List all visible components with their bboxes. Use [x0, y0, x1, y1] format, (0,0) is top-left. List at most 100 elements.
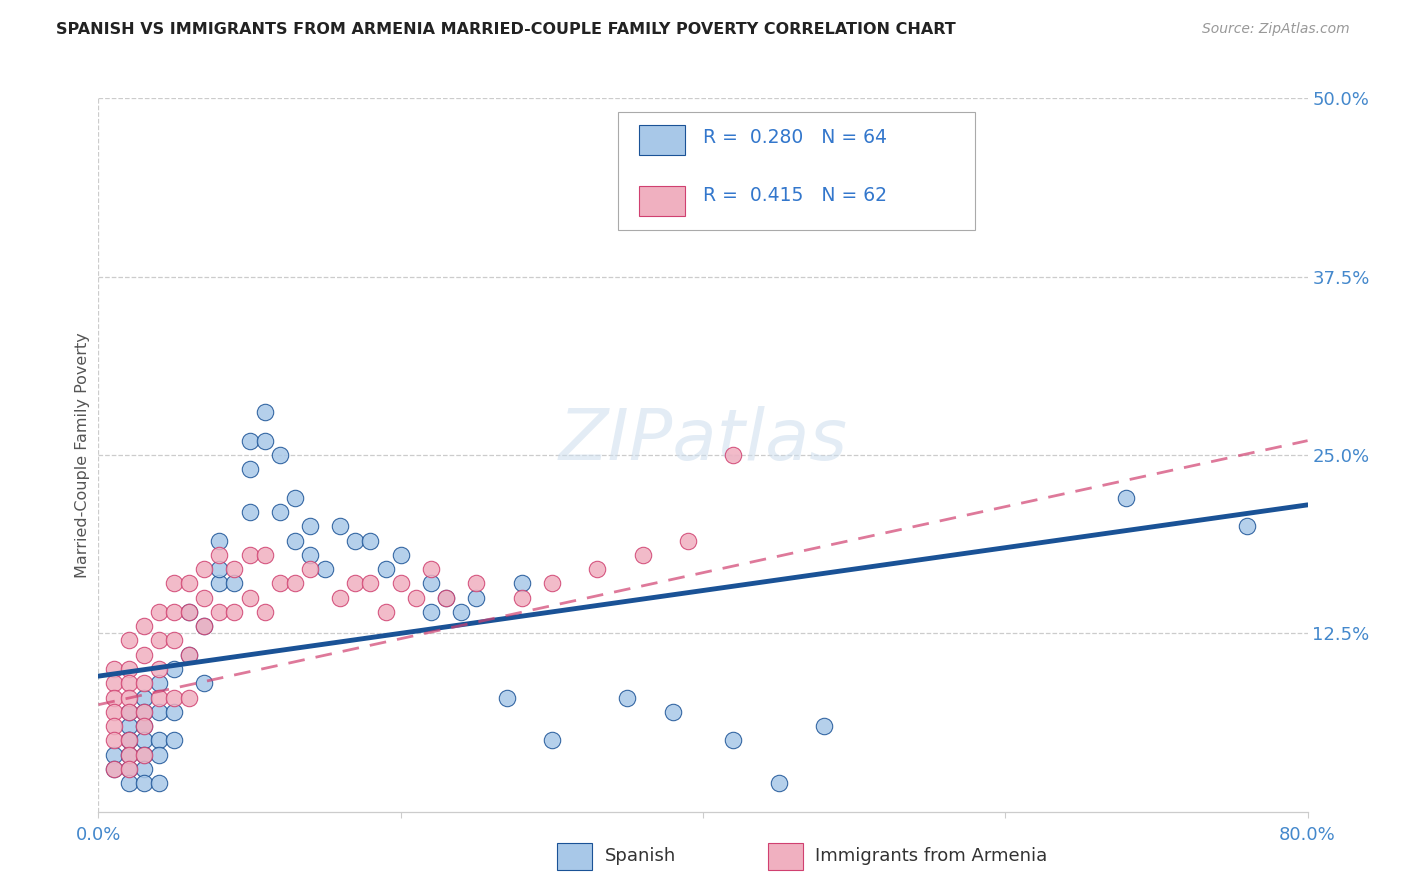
Point [208, 562, 231, 576]
FancyBboxPatch shape [619, 112, 976, 230]
Text: ZIPatlas: ZIPatlas [558, 406, 848, 475]
Point [163, 576, 186, 591]
Point [329, 519, 352, 533]
Point [103, 733, 125, 747]
Point [163, 733, 186, 747]
Point [420, 605, 443, 619]
Point [132, 747, 155, 762]
Point [132, 719, 155, 733]
Point [723, 448, 745, 462]
Point [344, 533, 367, 548]
Point [208, 605, 231, 619]
Point [208, 576, 231, 591]
Point [360, 576, 382, 591]
Y-axis label: Married-Couple Family Poverty: Married-Couple Family Poverty [75, 332, 90, 578]
Point [118, 762, 141, 776]
Text: R =  0.415   N = 62: R = 0.415 N = 62 [703, 186, 887, 205]
Point [239, 505, 262, 519]
Point [118, 747, 141, 762]
Point [118, 733, 141, 747]
Point [179, 648, 201, 662]
Point [662, 705, 685, 719]
Point [163, 605, 186, 619]
Point [495, 690, 517, 705]
Point [631, 548, 654, 562]
Point [132, 619, 155, 633]
Point [148, 747, 170, 762]
Point [193, 619, 215, 633]
Point [132, 733, 155, 747]
Point [118, 733, 141, 747]
Point [118, 676, 141, 690]
Point [179, 648, 201, 662]
Point [103, 747, 125, 762]
Point [284, 491, 307, 505]
Point [103, 676, 125, 690]
Point [239, 462, 262, 476]
Point [768, 776, 790, 790]
Point [118, 733, 141, 747]
Point [208, 533, 231, 548]
Bar [638, 125, 685, 155]
Point [132, 648, 155, 662]
Point [118, 762, 141, 776]
Point [148, 633, 170, 648]
Point [148, 690, 170, 705]
Point [132, 705, 155, 719]
Point [269, 505, 291, 519]
Point [1236, 519, 1258, 533]
Point [132, 776, 155, 790]
Point [420, 562, 443, 576]
Point [193, 562, 215, 576]
Point [389, 548, 412, 562]
Point [193, 619, 215, 633]
Text: Source: ZipAtlas.com: Source: ZipAtlas.com [1202, 22, 1350, 37]
Point [163, 705, 186, 719]
Point [103, 762, 125, 776]
Point [465, 591, 488, 605]
Point [434, 591, 457, 605]
Point [179, 576, 201, 591]
Point [132, 705, 155, 719]
Point [374, 605, 396, 619]
Point [314, 562, 336, 576]
Point [193, 591, 215, 605]
Point [224, 562, 246, 576]
Point [132, 719, 155, 733]
Point [434, 591, 457, 605]
Point [224, 605, 246, 619]
Point [676, 533, 699, 548]
Point [132, 762, 155, 776]
Point [208, 548, 231, 562]
Point [420, 576, 443, 591]
Point [148, 662, 170, 676]
Point [284, 533, 307, 548]
Point [540, 733, 562, 747]
Point [510, 576, 533, 591]
Point [179, 605, 201, 619]
Point [148, 705, 170, 719]
Point [118, 633, 141, 648]
Point [118, 747, 141, 762]
Bar [557, 843, 592, 870]
Point [405, 591, 427, 605]
Point [163, 690, 186, 705]
Point [179, 605, 201, 619]
Point [465, 576, 488, 591]
Point [284, 576, 307, 591]
Point [118, 719, 141, 733]
Point [239, 548, 262, 562]
Point [148, 733, 170, 747]
Bar [638, 186, 685, 216]
Text: SPANISH VS IMMIGRANTS FROM ARMENIA MARRIED-COUPLE FAMILY POVERTY CORRELATION CHA: SPANISH VS IMMIGRANTS FROM ARMENIA MARRI… [56, 22, 956, 37]
Point [253, 405, 276, 419]
Point [118, 690, 141, 705]
Point [103, 762, 125, 776]
Text: R =  0.280   N = 64: R = 0.280 N = 64 [703, 128, 887, 147]
Bar [768, 843, 803, 870]
Point [586, 562, 609, 576]
Point [148, 676, 170, 690]
Point [723, 733, 745, 747]
Point [118, 662, 141, 676]
Point [103, 705, 125, 719]
